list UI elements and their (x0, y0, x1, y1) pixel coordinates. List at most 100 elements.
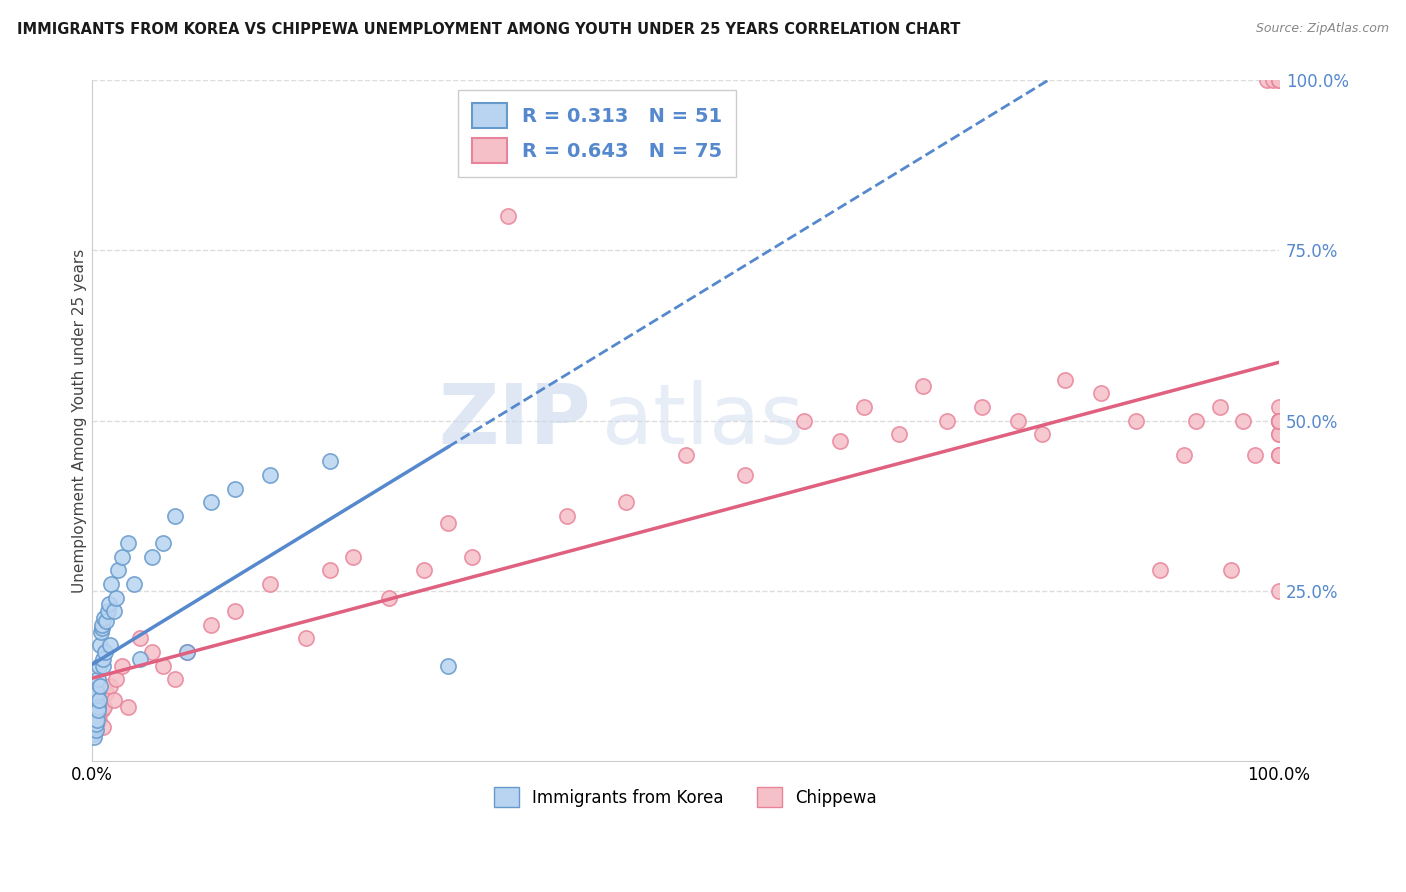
Point (93, 611, 115, 625)
Point (935, 413, 957, 427)
Point (83, 706, 105, 721)
Point (86, 716, 108, 731)
Point (84, 716, 107, 731)
Point (1125, 413, 1147, 427)
Point (294, 632, 316, 646)
Point (1268, 413, 1291, 427)
Point (1268, 448, 1291, 462)
Point (1007, 413, 1029, 427)
Point (1256, 73, 1278, 87)
Legend: Immigrants from Korea, Chippewa: Immigrants from Korea, Chippewa (488, 780, 884, 814)
Point (259, 468, 281, 483)
Point (117, 536, 139, 550)
Point (1185, 413, 1208, 427)
Point (911, 379, 934, 393)
Point (413, 563, 436, 577)
Point (165, 673, 187, 687)
Point (104, 673, 127, 687)
Point (90, 703, 112, 717)
Point (90, 624, 112, 639)
Point (1268, 427, 1291, 442)
Point (86, 699, 108, 714)
Point (128, 652, 150, 666)
Point (94, 645, 117, 659)
Point (318, 454, 340, 468)
Point (128, 632, 150, 646)
Point (1268, 73, 1291, 87)
Point (1244, 448, 1267, 462)
Point (89, 638, 111, 652)
Point (83, 720, 105, 734)
Point (107, 563, 129, 577)
Point (852, 400, 875, 414)
Point (84, 706, 107, 721)
Point (200, 618, 222, 632)
Point (259, 577, 281, 591)
Point (378, 591, 401, 605)
Point (100, 577, 122, 591)
Point (793, 413, 815, 427)
Point (93, 652, 115, 666)
Point (887, 427, 910, 442)
Point (82, 716, 104, 731)
Point (224, 482, 246, 496)
Text: ZIP: ZIP (439, 380, 591, 461)
Point (176, 645, 198, 659)
Point (84, 723, 107, 738)
Point (82, 727, 104, 741)
Point (87, 706, 110, 721)
Point (111, 549, 134, 564)
Point (83, 703, 105, 717)
Point (1031, 427, 1053, 442)
Point (318, 563, 340, 577)
Point (89, 713, 111, 727)
Point (86, 713, 108, 727)
Point (97, 604, 120, 618)
Point (675, 448, 697, 462)
Point (96, 615, 118, 629)
Point (1268, 413, 1291, 427)
Point (437, 658, 460, 673)
Point (1268, 448, 1291, 462)
Point (1261, 73, 1284, 87)
Point (84, 723, 107, 738)
Y-axis label: Unemployment Among Youth under 25 years: Unemployment Among Youth under 25 years (72, 248, 87, 592)
Point (1173, 448, 1195, 462)
Point (972, 400, 994, 414)
Point (90, 621, 112, 635)
Point (200, 495, 222, 509)
Point (111, 658, 134, 673)
Point (91, 720, 114, 734)
Point (91, 618, 114, 632)
Point (141, 549, 163, 564)
Point (1268, 413, 1291, 427)
Point (96, 686, 118, 700)
Point (461, 549, 484, 564)
Point (141, 645, 163, 659)
Point (555, 508, 578, 523)
Point (82, 713, 104, 727)
Point (83, 713, 105, 727)
Point (614, 495, 637, 509)
Point (97, 598, 120, 612)
Text: atlas: atlas (602, 380, 804, 461)
Point (1268, 427, 1291, 442)
Point (103, 604, 125, 618)
Point (1220, 563, 1243, 577)
Point (176, 645, 198, 659)
Point (1268, 73, 1291, 87)
Point (1090, 386, 1112, 401)
Point (87, 673, 110, 687)
Point (86, 686, 108, 700)
Point (1054, 373, 1077, 387)
Text: Source: ZipAtlas.com: Source: ZipAtlas.com (1256, 22, 1389, 36)
Point (89, 679, 111, 693)
Point (83, 699, 105, 714)
Point (82, 693, 104, 707)
Point (437, 516, 460, 530)
Point (1268, 413, 1291, 427)
Point (84, 690, 107, 704)
Point (103, 693, 125, 707)
Point (104, 591, 127, 605)
Point (152, 658, 174, 673)
